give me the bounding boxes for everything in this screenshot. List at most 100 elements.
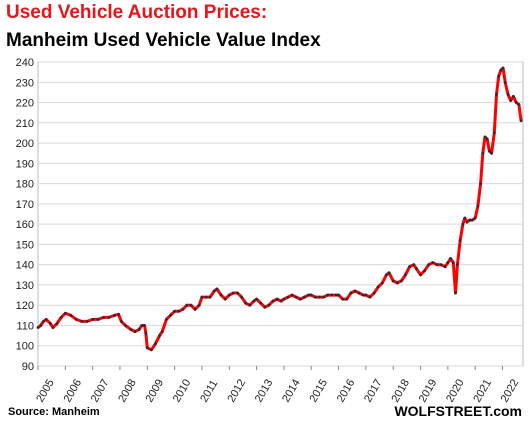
data-point: [55, 322, 59, 325]
y-tick-label: 170: [16, 199, 34, 211]
data-point: [461, 222, 465, 226]
data-point: [391, 279, 395, 283]
data-point: [364, 293, 368, 297]
data-point: [48, 322, 52, 325]
data-point: [290, 293, 294, 297]
data-point: [313, 295, 317, 299]
x-tick-label: 2021: [471, 377, 494, 404]
x-tick-label: 2005: [34, 377, 57, 404]
x-tick-label: 2011: [198, 378, 220, 404]
data-point: [357, 291, 361, 295]
data-point: [144, 332, 148, 335]
data-point: [451, 261, 455, 265]
y-tick-label: 160: [16, 219, 34, 231]
x-tick-label: 2009: [144, 377, 167, 404]
x-tick-label: 2022: [499, 377, 522, 404]
data-point: [465, 220, 469, 224]
data-point: [341, 297, 345, 301]
data-point: [497, 74, 501, 78]
data-point: [169, 313, 172, 317]
grid-layer: [38, 61, 523, 367]
data-point: [476, 204, 480, 208]
y-tick-label: 140: [16, 260, 34, 272]
data-point: [294, 295, 298, 299]
data-point: [248, 303, 252, 307]
data-point: [149, 348, 153, 352]
data-point: [303, 295, 306, 299]
data-point: [384, 273, 388, 277]
data-point: [485, 137, 489, 141]
data-point: [96, 317, 100, 321]
data-point: [140, 324, 144, 327]
data-point: [208, 295, 212, 299]
y-tick-label: 110: [16, 320, 34, 332]
data-point: [387, 271, 391, 275]
data-point: [267, 303, 271, 307]
data-point: [400, 279, 403, 283]
x-tick-label: 2015: [307, 377, 330, 404]
x-tick-label: 2008: [116, 377, 139, 404]
data-point: [380, 281, 384, 285]
data-point: [435, 263, 439, 267]
data-point: [506, 93, 510, 96]
data-point: [368, 295, 372, 299]
data-point: [271, 299, 275, 303]
data-point: [419, 273, 422, 277]
data-point: [189, 303, 193, 307]
data-point: [326, 293, 330, 297]
data-point: [145, 346, 149, 350]
x-tick-label: 2018: [389, 377, 412, 404]
y-tick-label: 180: [16, 179, 34, 191]
data-point: [129, 328, 133, 331]
y-tick-label: 230: [16, 77, 34, 89]
data-point: [483, 135, 487, 139]
data-point: [154, 342, 157, 346]
data-point: [259, 301, 263, 305]
data-point: [85, 320, 89, 323]
data-point: [501, 66, 505, 70]
data-point: [133, 330, 137, 333]
x-tick-label: 2007: [89, 377, 112, 404]
data-point: [74, 317, 78, 321]
data-point: [427, 263, 431, 267]
chart-subtitle: Manheim Used Vehicle Value Index: [6, 30, 321, 51]
y-tick-label: 240: [16, 57, 34, 69]
data-point: [252, 299, 256, 303]
data-point: [509, 99, 513, 102]
watermark: WOLFSTREET.com: [394, 403, 522, 419]
data-point: [519, 119, 523, 123]
data-point: [165, 317, 168, 321]
data-point: [349, 291, 353, 295]
data-point: [227, 293, 231, 297]
data-point: [473, 216, 477, 220]
data-point: [204, 295, 208, 299]
data-point: [412, 263, 416, 267]
data-point: [334, 293, 338, 297]
data-point: [91, 317, 95, 321]
data-point: [279, 299, 283, 303]
x-tick-label: 2014: [280, 377, 303, 404]
data-point: [42, 320, 45, 323]
x-tick-label: 2013: [253, 377, 276, 404]
data-point: [236, 291, 239, 295]
x-tick-label: 2020: [444, 377, 467, 404]
data-point: [345, 297, 349, 301]
data-point: [481, 151, 485, 155]
data-point: [193, 307, 197, 311]
data-point: [282, 297, 286, 301]
data-point: [415, 267, 418, 271]
data-point: [51, 326, 55, 329]
data-point: [69, 313, 73, 317]
data-point: [113, 313, 116, 317]
y-tick-label: 210: [16, 118, 34, 130]
data-point: [471, 218, 474, 222]
data-point: [318, 295, 321, 299]
data-point: [298, 297, 302, 301]
source-note: Source: Manheim: [8, 406, 100, 418]
marker-layer: [36, 66, 523, 352]
data-point: [361, 293, 365, 297]
data-point: [446, 261, 450, 265]
data-point: [63, 311, 67, 315]
data-point: [80, 320, 84, 323]
